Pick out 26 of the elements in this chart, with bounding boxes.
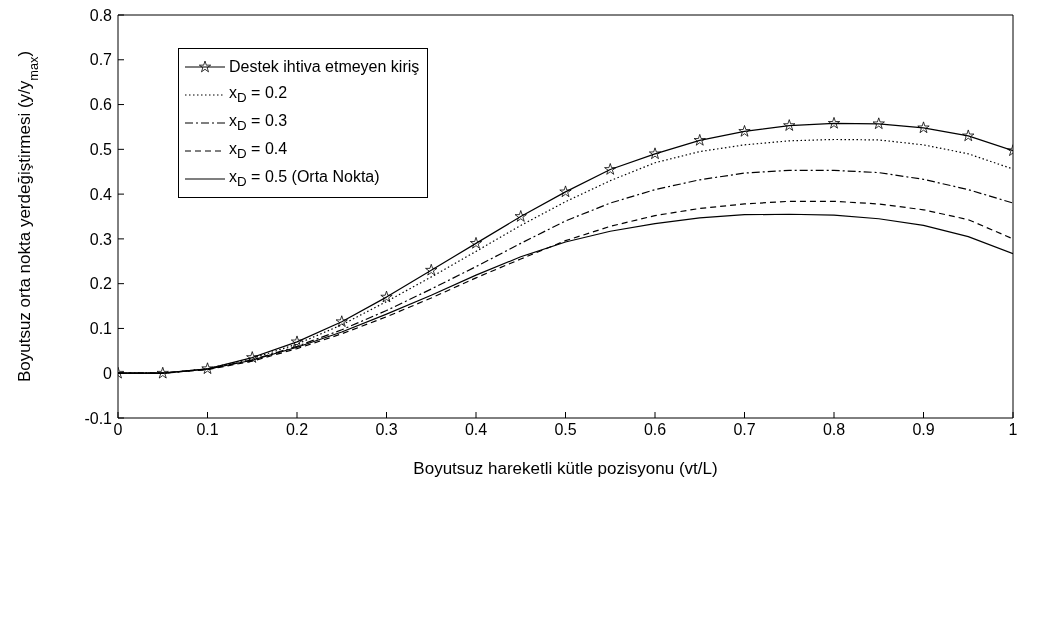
legend-label: x$_{D}$ = 0.3: [229, 112, 288, 134]
y-tick-label: 0.1: [89, 320, 113, 338]
x-tick-label: 0.1: [196, 421, 219, 439]
x-tick-label: 0.5: [554, 421, 577, 439]
legend-label: x$_{D}$ = 0.5 (Orta Nokta): [229, 168, 380, 190]
legend-label: x$_{D}$ = 0.4: [229, 140, 288, 162]
y-tick-label: 0.8: [89, 6, 113, 24]
y-tick-label: 0.6: [89, 96, 113, 114]
y-tick-label: 0.4: [89, 185, 113, 203]
x-tick-label: 0.8: [822, 421, 846, 439]
legend-label: x$_{D}$ = 0.2: [229, 84, 288, 106]
y-tick-label: -0.1: [84, 409, 113, 427]
x-axis-title: Boyutsuz hareketli kütle pozisyonu (vt/L): [413, 459, 718, 478]
y-tick-label: 0.2: [89, 275, 113, 293]
x-tick-label: 1: [1008, 421, 1018, 439]
x-tick-label: 0.2: [285, 421, 309, 439]
y-tick-label: 0.7: [89, 51, 113, 69]
x-tick-label: 0.7: [733, 421, 756, 439]
x-tick-label: 0.3: [375, 421, 398, 439]
x-tick-label: 0.9: [912, 421, 935, 439]
x-tick-label: 0.4: [464, 421, 488, 439]
legend-label: Destek ihtiva etmeyen kiriş: [229, 58, 420, 76]
y-tick-label: 0: [103, 364, 113, 382]
x-tick-label: 0.6: [643, 421, 667, 439]
y-tick-label: 0.5: [89, 141, 113, 159]
y-tick-label: 0.3: [89, 230, 113, 248]
